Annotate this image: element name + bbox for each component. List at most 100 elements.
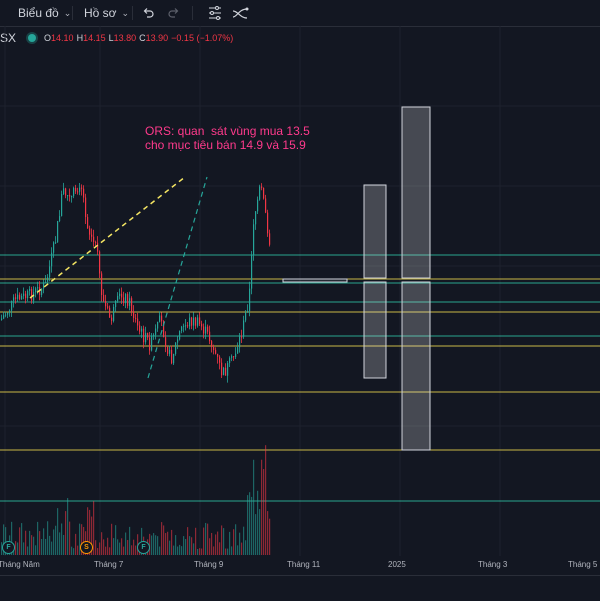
trend-line-teal	[147, 176, 208, 379]
chart-grid	[0, 26, 600, 556]
price-levels	[0, 254, 600, 502]
candle-body	[251, 254, 253, 289]
volume-bar	[221, 525, 223, 555]
volume-bar	[199, 548, 201, 555]
volume-bar	[87, 507, 89, 555]
volume-bar	[243, 526, 245, 555]
candle-body	[197, 317, 199, 326]
volume-bar	[89, 509, 91, 555]
time-label: Tháng 9	[194, 560, 224, 569]
volume-bar	[133, 539, 135, 555]
volume-bar	[131, 545, 133, 555]
volume-bar	[119, 542, 121, 555]
candle-body	[133, 311, 135, 318]
candle-body	[269, 233, 271, 245]
candle-body	[199, 317, 201, 324]
price-chart[interactable]	[0, 26, 600, 556]
time-axis[interactable]: Tháng Năm Tháng 7 Tháng 9 Tháng 11 2025 …	[0, 556, 600, 574]
candle-body	[151, 336, 153, 351]
volume-bar	[127, 540, 129, 555]
volume-bar	[125, 532, 127, 555]
candle-body	[43, 282, 45, 289]
volume-bar	[173, 545, 175, 555]
candle-body	[23, 293, 25, 296]
ohlc-legend: SX O 14.10 H 14.15 L 13.80 C 13.90 −0.15 (−1…	[0, 30, 236, 46]
candle-body	[189, 317, 191, 327]
volume-bar	[27, 546, 29, 555]
price-range-box	[282, 278, 348, 283]
volume-bar	[47, 521, 49, 555]
volume-bar	[63, 534, 65, 555]
volume-bar	[101, 532, 103, 555]
candle-body	[239, 336, 241, 348]
candle-body	[19, 294, 21, 300]
volume-bar	[251, 496, 253, 555]
candle-body	[113, 306, 115, 321]
candle-body	[11, 300, 13, 311]
candle-body	[109, 307, 111, 318]
candle-body	[15, 297, 17, 299]
chart-menu-button[interactable]: Biểu đồ ⌄	[14, 4, 75, 22]
candle-body	[53, 242, 55, 253]
volume-bar	[209, 538, 211, 555]
candle-body	[181, 326, 183, 331]
profile-menu-label: Hồ sơ	[84, 6, 117, 20]
candle-body	[33, 292, 35, 301]
candle-body	[87, 217, 89, 229]
candle-body	[55, 242, 57, 244]
open-value: 14.10	[51, 33, 74, 43]
indicator-template-icon[interactable]	[205, 3, 225, 23]
volume-bar	[3, 524, 5, 555]
candle-body	[245, 312, 247, 321]
candle-body	[61, 194, 63, 217]
volume-bar	[77, 545, 79, 555]
candle-body	[115, 300, 117, 307]
volume-bar	[93, 501, 95, 555]
candle-body	[229, 357, 231, 364]
candle-body	[147, 332, 149, 338]
bottom-bar	[0, 575, 600, 601]
volume-bar	[259, 509, 261, 555]
volume-bar	[55, 525, 57, 555]
event-marker[interactable]: F	[137, 541, 150, 554]
toolbar-divider	[72, 6, 73, 20]
change-value: −0.15 (−1.07%)	[171, 33, 234, 43]
volume-bar	[197, 548, 199, 555]
volume-bar	[95, 540, 97, 555]
event-marker[interactable]: F	[2, 541, 15, 554]
event-marker[interactable]: S	[80, 541, 93, 554]
undo-icon[interactable]	[138, 3, 158, 23]
volume-bar	[257, 490, 259, 555]
symbol-label[interactable]: SX	[0, 31, 17, 45]
volume-bar	[213, 546, 215, 555]
compare-icon[interactable]	[230, 3, 250, 23]
candle-body	[175, 342, 177, 354]
candle-body	[257, 199, 259, 212]
target-box	[363, 184, 387, 279]
trend-line-yellow	[29, 176, 186, 299]
volume-bar	[235, 524, 237, 555]
toolbar-divider	[192, 6, 193, 20]
volume-bar	[33, 536, 35, 555]
volume-bar	[217, 531, 219, 555]
candle-body	[167, 346, 169, 354]
volume-bar	[163, 525, 165, 555]
trade-annotation[interactable]: ORS: quan sát vùng mua 13.5 cho mục tiêu…	[145, 124, 310, 152]
volume-bar	[167, 531, 169, 555]
candle-body	[231, 356, 233, 358]
candle-body	[141, 328, 143, 332]
volume-bar	[193, 543, 195, 555]
candle-body	[169, 349, 171, 354]
time-label: 2025	[388, 560, 406, 569]
volume-bar	[207, 523, 209, 555]
volume-bar	[165, 533, 167, 555]
candle-body	[259, 186, 261, 200]
redo-icon[interactable]	[164, 3, 184, 23]
candle-body	[217, 353, 219, 357]
candle-body	[155, 328, 157, 335]
target-box	[401, 106, 431, 279]
candle-body	[233, 356, 235, 358]
profile-menu-button[interactable]: Hồ sơ ⌄	[80, 4, 133, 22]
volume-bar	[169, 540, 171, 555]
candle-body	[123, 297, 125, 304]
